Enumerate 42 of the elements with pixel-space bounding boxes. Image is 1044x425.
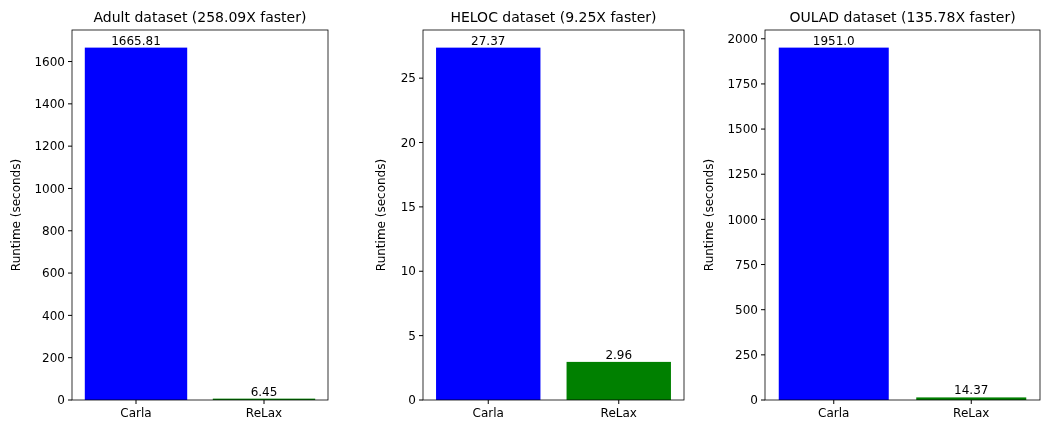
y-tick-label: 15 (400, 200, 416, 215)
x-tick-label: Carla (818, 406, 850, 420)
y-tick-label: 400 (42, 308, 65, 323)
data-label: 1665.81 (111, 33, 161, 48)
y-tick-label: 10 (400, 264, 416, 279)
x-tick-label: ReLax (245, 406, 283, 420)
y-tick-label: 1400 (34, 97, 65, 112)
y-tick-label: 1000 (34, 181, 65, 196)
chart-title: OULAD dataset (135.78X faster) (789, 9, 1016, 25)
chart-title: Adult dataset (258.09X faster) (93, 9, 307, 25)
x-tick-label: ReLax (600, 406, 637, 420)
y-tick-label: 1200 (34, 139, 65, 154)
data-label: 2.96 (605, 347, 633, 362)
y-tick-label: 2000 (727, 31, 758, 46)
y-axis-title: Runtime (seconds) (9, 158, 23, 272)
y-tick-label: 5 (408, 328, 416, 343)
data-label: 1951.0 (812, 33, 855, 48)
y-tick-label: 750 (735, 257, 758, 272)
x-tick-label: ReLax (953, 406, 990, 420)
data-label: 27.37 (471, 33, 506, 48)
x-tick-label: Carla (120, 406, 152, 420)
y-tick-label: 500 (735, 302, 758, 317)
y-tick-label: 1500 (727, 122, 758, 137)
y-tick-label: 800 (42, 223, 65, 238)
x-tick-label: Carla (472, 406, 504, 420)
y-tick-label: 1750 (727, 77, 758, 92)
y-tick-label: 0 (408, 393, 416, 408)
y-tick-label: 0 (57, 393, 65, 408)
data-label: 14.37 (954, 383, 989, 398)
y-tick-label: 20 (400, 135, 416, 150)
y-tick-label: 1600 (34, 54, 65, 69)
y-axis-title: Runtime (seconds) (702, 158, 716, 272)
y-tick-label: 250 (735, 348, 758, 363)
y-tick-label: 600 (42, 266, 65, 281)
chart-title: HELOC dataset (9.25X faster) (450, 9, 657, 25)
data-label: 6.45 (250, 384, 278, 399)
y-tick-label: 25 (400, 71, 416, 86)
y-axis-title: Runtime (seconds) (374, 158, 388, 272)
y-tick-label: 1000 (727, 212, 758, 227)
y-tick-label: 0 (750, 393, 758, 408)
y-tick-label: 1250 (727, 167, 758, 182)
y-tick-label: 200 (42, 350, 65, 365)
